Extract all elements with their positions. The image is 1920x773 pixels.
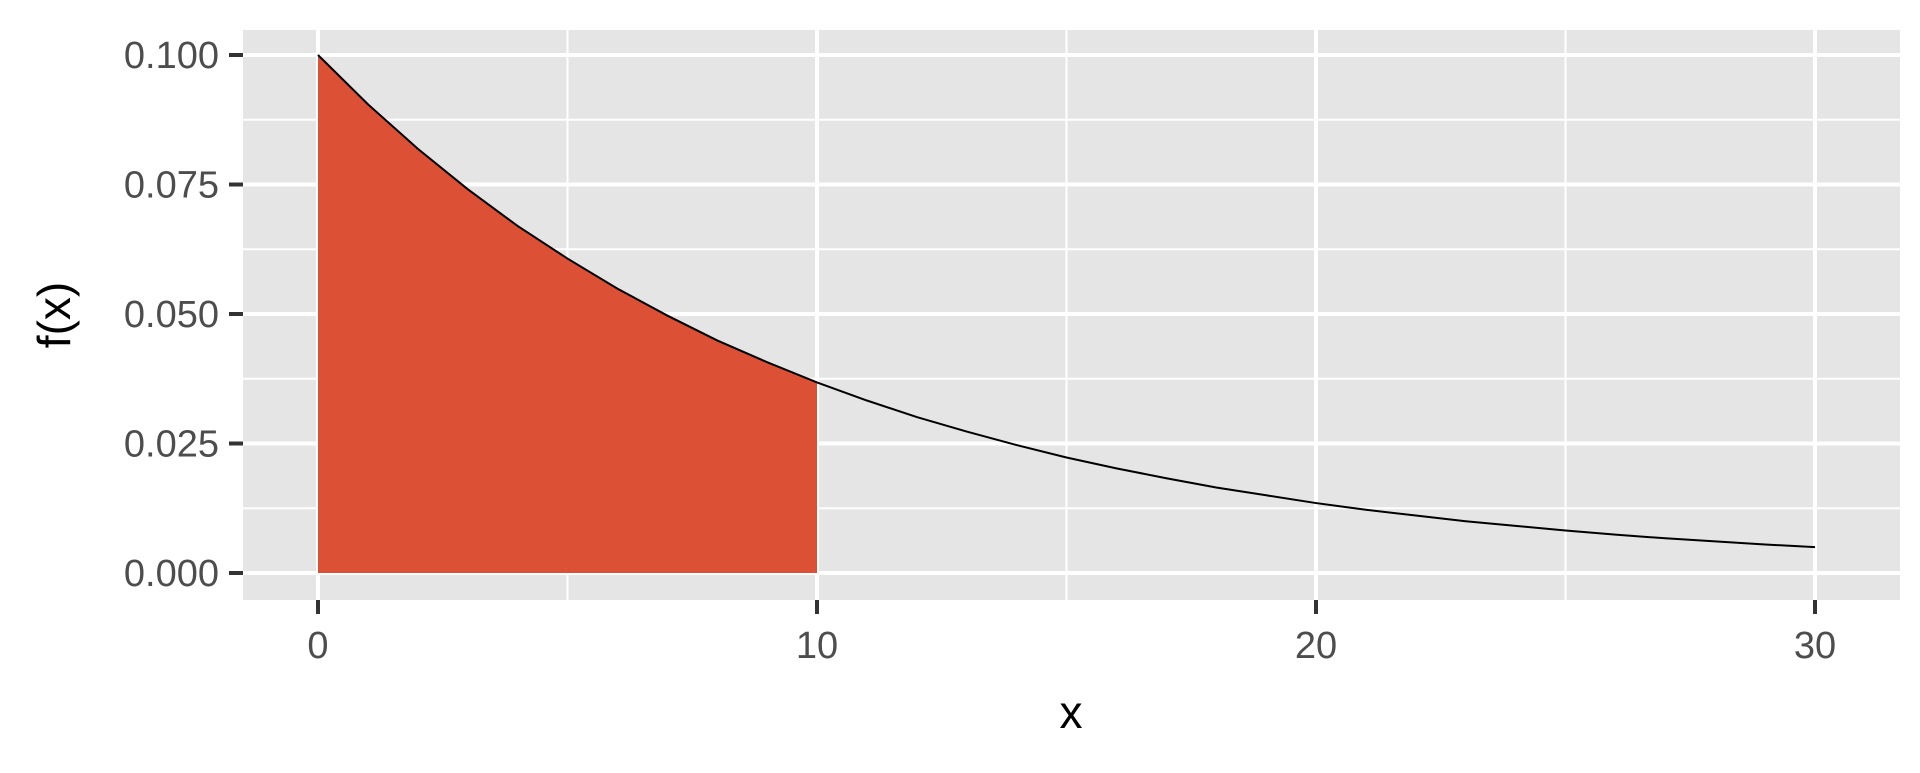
- x-axis: 0 10 20 30: [307, 600, 1836, 667]
- x-tick-label: 20: [1295, 625, 1337, 667]
- x-tick-label: 0: [307, 625, 328, 667]
- x-tick-label: 10: [796, 625, 838, 667]
- y-tick-label: 0.050: [124, 294, 219, 336]
- y-axis: 0.000 0.025 0.050 0.075 0.100: [124, 35, 243, 595]
- y-axis-title: f(x): [28, 282, 80, 348]
- shaded-area: [318, 55, 817, 573]
- x-axis-title: x: [1060, 686, 1083, 738]
- y-tick-label: 0.075: [124, 165, 219, 207]
- x-tick-label: 30: [1794, 625, 1836, 667]
- y-tick-label: 0.000: [124, 553, 219, 595]
- y-tick-label: 0.100: [124, 35, 219, 77]
- density-curve: [317, 54, 1816, 549]
- y-tick-label: 0.025: [124, 424, 219, 466]
